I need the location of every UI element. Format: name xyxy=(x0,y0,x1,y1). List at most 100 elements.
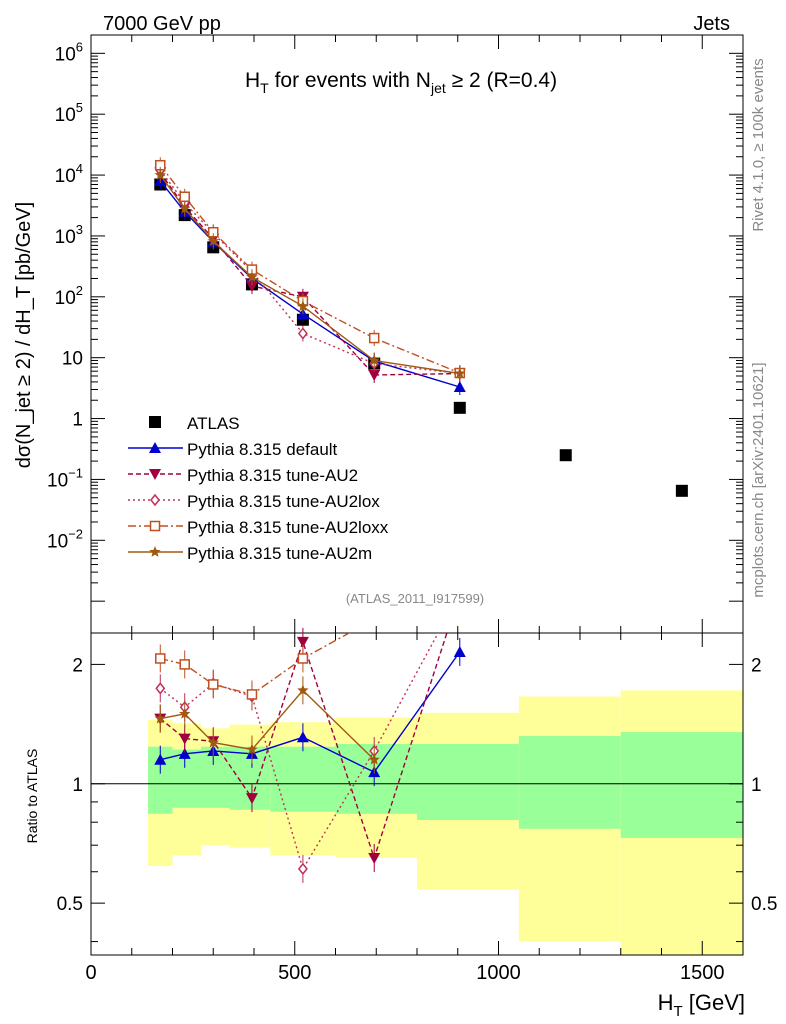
legend-entry: Pythia 8.315 tune-AU2lox xyxy=(128,492,380,511)
band-inner xyxy=(335,743,417,814)
header-left: 7000 GeV pp xyxy=(103,13,221,35)
ratio-point xyxy=(246,743,258,755)
data-point xyxy=(154,169,166,180)
y-tick-label: 105 xyxy=(55,100,83,126)
atlas-point xyxy=(559,449,572,462)
ratio-point xyxy=(155,682,166,695)
ratio-point xyxy=(179,707,191,719)
data-point xyxy=(454,367,466,379)
ratio-point xyxy=(178,747,191,759)
title-t: T xyxy=(260,80,269,96)
y-tick-label: 106 xyxy=(55,39,83,65)
x-label-t: T xyxy=(673,1003,682,1020)
ratio-tick-label: 1 xyxy=(72,775,83,796)
chart-title: HT for events with Njet ≥ 2 (R=0.4) xyxy=(245,69,557,96)
band-inner xyxy=(201,746,230,808)
analysis-tag: (ATLAS_2011_I917599) xyxy=(346,591,484,606)
title-mid: for events with N xyxy=(269,69,431,92)
ratio-tick-label: 0.5 xyxy=(751,894,777,915)
title-jet: jet xyxy=(430,80,446,96)
legend-marker xyxy=(149,546,161,557)
ratio-tick-label: 2 xyxy=(751,655,762,676)
ratio-point xyxy=(179,659,190,670)
ratio-point xyxy=(297,653,309,664)
data-point xyxy=(246,271,258,283)
ratio-point xyxy=(207,736,219,748)
header-right: Jets xyxy=(693,13,730,35)
atlas-point xyxy=(675,484,688,497)
ratio-point xyxy=(368,753,380,765)
data-point xyxy=(453,380,466,392)
y-tick-label: 102 xyxy=(55,283,83,309)
site-label: mcplots.cern.ch [arXiv:2401.10621] xyxy=(750,362,767,597)
legend-label: Pythia 8.315 default xyxy=(187,440,338,459)
x-tick-label: 500 xyxy=(278,962,311,984)
series-line xyxy=(159,172,460,376)
data-point xyxy=(368,369,381,381)
legend-label: Pythia 8.315 tune-AU2 xyxy=(187,466,358,485)
ratio-tick-label: 2 xyxy=(72,655,83,676)
legend-marker xyxy=(149,442,161,453)
series-line xyxy=(159,180,461,388)
band-inner xyxy=(172,749,202,808)
x-tick-label: 0 xyxy=(85,962,96,984)
ratio-point xyxy=(155,653,166,664)
legend-entry: Pythia 8.315 tune-AU2m xyxy=(128,544,372,563)
uncertainty-bands xyxy=(148,690,743,955)
y-tick-label: 10 xyxy=(62,349,83,370)
band-inner xyxy=(417,743,519,821)
ratio-point xyxy=(208,679,219,690)
ratio-point xyxy=(154,753,167,765)
legend-marker xyxy=(149,520,161,532)
data-point xyxy=(179,191,190,203)
legend-entry: Pythia 8.315 tune-AU2loxx xyxy=(128,518,389,537)
y-tick-label: 103 xyxy=(55,222,83,248)
data-point xyxy=(368,332,380,344)
ratio-tick-label: 1 xyxy=(751,775,762,796)
ratio-point xyxy=(453,645,466,657)
band-inner xyxy=(620,732,743,838)
ratio-tick-label: 0.5 xyxy=(57,894,83,915)
data-point xyxy=(297,327,308,340)
legend-label: ATLAS xyxy=(187,414,240,433)
data-point xyxy=(207,235,219,246)
x-tick-label: 1500 xyxy=(680,962,725,984)
legend-entry: ATLAS xyxy=(149,414,240,433)
legend-label: Pythia 8.315 tune-AU2m xyxy=(187,544,372,563)
series-layer xyxy=(154,157,688,883)
ratio-point xyxy=(368,852,381,864)
ratio-line xyxy=(160,689,375,761)
ratio-point xyxy=(297,684,309,696)
data-point xyxy=(179,202,191,214)
y-tick-label: 10−1 xyxy=(47,465,83,491)
series-line xyxy=(159,174,460,375)
atlas-point xyxy=(453,401,466,414)
ratio-point xyxy=(178,733,191,745)
band-inner xyxy=(518,735,621,829)
y-axis-label: dσ(N_jet ≥ 2) / dH_T [pb/GeV] xyxy=(13,202,35,468)
legend-entry: Pythia 8.315 tune-AU2 xyxy=(128,466,358,485)
ratio-point xyxy=(296,731,309,743)
band-inner xyxy=(270,746,336,812)
legend-entry: Pythia 8.315 default xyxy=(128,440,338,459)
x-label-unit: [GeV] xyxy=(683,990,745,1015)
x-label-h: H xyxy=(658,990,674,1015)
ratio-point xyxy=(246,689,258,700)
title-tail: ≥ 2 (R=0.4) xyxy=(446,69,557,92)
ratio-y-axis-label: Ratio to ATLAS xyxy=(24,749,40,844)
data-point xyxy=(368,354,380,366)
ratio-point xyxy=(296,636,309,648)
legend-marker xyxy=(150,493,160,507)
data-point xyxy=(245,281,258,293)
data-point xyxy=(297,300,309,312)
ratio-point xyxy=(245,793,258,805)
legend: ATLAS Pythia 8.315 default Pythia 8.315 tu… xyxy=(128,414,389,563)
ratio-line xyxy=(160,633,351,696)
y-tick-label: 10−2 xyxy=(47,526,83,552)
y-tick-label: 1 xyxy=(72,410,83,431)
legend-label: Pythia 8.315 tune-AU2lox xyxy=(187,492,380,511)
ratio-point xyxy=(154,712,166,724)
y-tick-label: 104 xyxy=(55,161,83,187)
title-h: H xyxy=(245,69,260,92)
